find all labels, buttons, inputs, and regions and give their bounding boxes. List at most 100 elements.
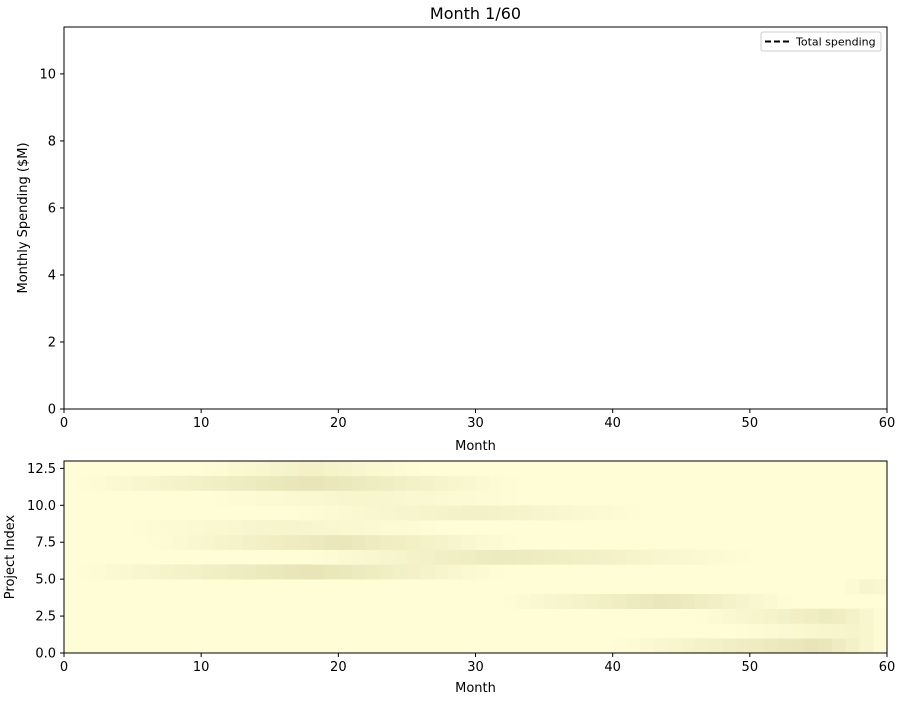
legend-label-total-spending: Total spending xyxy=(795,36,876,49)
bottom-y-tick-label: 2.5 xyxy=(35,610,56,625)
legend-box xyxy=(760,31,882,52)
heatmap-cell xyxy=(365,549,381,565)
heatmap-cell xyxy=(406,520,422,536)
heatmap-cell xyxy=(420,564,435,580)
heatmap-cell xyxy=(598,505,614,521)
heatmap-cell xyxy=(173,564,189,580)
heatmap-cell xyxy=(173,520,189,536)
heatmap-cell xyxy=(516,549,531,565)
heatmap-cell xyxy=(448,490,463,506)
heatmap-cell xyxy=(365,520,381,536)
heatmap-cell xyxy=(873,608,888,624)
heatmap-cell xyxy=(571,593,586,609)
bottom-x-ticks: 0 10 20 30 40 50 60 xyxy=(60,653,895,675)
heatmap-cell xyxy=(708,593,723,609)
top-x-tick-label: 0 xyxy=(60,416,68,431)
heatmap-cell xyxy=(324,564,339,580)
heatmap-cell xyxy=(160,564,175,580)
heatmap-cell xyxy=(297,505,312,521)
heatmap-cell xyxy=(763,623,778,639)
bottom-x-axis-label: Month xyxy=(455,681,496,696)
heatmap-cell xyxy=(420,490,435,506)
heatmap-cell xyxy=(91,475,106,491)
heatmap-cell xyxy=(420,534,435,550)
heatmap-cell xyxy=(448,564,463,580)
heatmap-cell xyxy=(818,623,833,639)
heatmap-cell xyxy=(777,593,792,609)
heatmap-cell xyxy=(859,638,874,654)
heatmap-cell xyxy=(406,534,422,550)
heatmap-cell xyxy=(310,461,326,477)
bottom-y-tick-label: 0.0 xyxy=(35,647,56,662)
heatmap-cell xyxy=(214,461,230,477)
heatmap-cell xyxy=(269,564,285,580)
heatmap-cell xyxy=(379,490,394,506)
heatmap-cell xyxy=(77,475,93,491)
heatmap-cell xyxy=(393,490,408,506)
heatmap-cell xyxy=(502,505,518,521)
heatmap-cell xyxy=(502,534,518,550)
heatmap-cell xyxy=(448,475,463,491)
heatmap-cell xyxy=(722,608,737,624)
heatmap-cell xyxy=(722,623,737,639)
heatmap-cell xyxy=(324,461,339,477)
heatmap-cell xyxy=(859,608,874,624)
heatmap-cell xyxy=(228,564,243,580)
heatmap-cell xyxy=(749,638,765,654)
heatmap-cell xyxy=(667,593,682,609)
heatmap-cell xyxy=(585,549,600,565)
heatmap-cell xyxy=(214,490,230,506)
heatmap-cell xyxy=(201,475,216,491)
heatmap-cell xyxy=(324,534,339,550)
heatmap-cell xyxy=(461,549,477,565)
heatmap-cell xyxy=(845,623,861,639)
heatmap-cell xyxy=(804,623,820,639)
heatmap-cell xyxy=(365,490,381,506)
bottom-x-tick-label: 40 xyxy=(604,660,621,675)
heatmap-cell xyxy=(132,564,147,580)
heatmap-cell xyxy=(146,564,161,580)
heatmap-cell xyxy=(777,623,792,639)
heatmap-cell xyxy=(448,534,463,550)
heatmap-cell xyxy=(598,593,614,609)
heatmap-cell xyxy=(461,534,477,550)
heatmap-cell xyxy=(352,505,367,521)
top-x-tick-label: 60 xyxy=(879,416,896,431)
heatmap-cell xyxy=(818,608,833,624)
heatmap-cell xyxy=(694,608,710,624)
heatmap-cell xyxy=(420,505,435,521)
heatmap-cell xyxy=(228,520,243,536)
heatmap-cell xyxy=(475,505,490,521)
heatmap-cell xyxy=(502,475,518,491)
heatmap-cell xyxy=(790,623,806,639)
top-x-axis-label: Month xyxy=(455,439,496,454)
heatmap-cell xyxy=(434,549,449,565)
heatmap-cell xyxy=(612,593,627,609)
top-plot-area xyxy=(64,27,887,409)
heatmap-cell xyxy=(146,520,161,536)
heatmap-cell xyxy=(845,608,861,624)
heatmap-cell xyxy=(228,490,243,506)
top-y-tick-label: 8 xyxy=(48,134,56,149)
heatmap-cell xyxy=(845,579,861,595)
top-y-tick-label: 6 xyxy=(48,201,56,216)
heatmap-cell xyxy=(379,534,394,550)
heatmap-cell xyxy=(694,593,710,609)
heatmap-cell xyxy=(530,549,545,565)
top-x-ticks: 0 10 20 30 40 50 60 xyxy=(60,409,895,431)
heatmap-cell xyxy=(310,534,326,550)
heatmap-cell xyxy=(475,534,490,550)
heatmap-cell xyxy=(653,549,669,565)
bottom-y-tick-label: 10.0 xyxy=(27,499,56,514)
heatmap-cell xyxy=(461,475,477,491)
heatmap-cell xyxy=(612,638,627,654)
heatmap-cell xyxy=(667,549,682,565)
heatmap-cell xyxy=(379,520,394,536)
heatmap-cell xyxy=(694,638,710,654)
heatmap-cell xyxy=(736,549,751,565)
heatmap-cell xyxy=(475,475,490,491)
heatmap-cell xyxy=(736,608,751,624)
heatmap-cell xyxy=(146,534,161,550)
heatmap-cell xyxy=(242,490,257,506)
heatmap-cell xyxy=(790,608,806,624)
